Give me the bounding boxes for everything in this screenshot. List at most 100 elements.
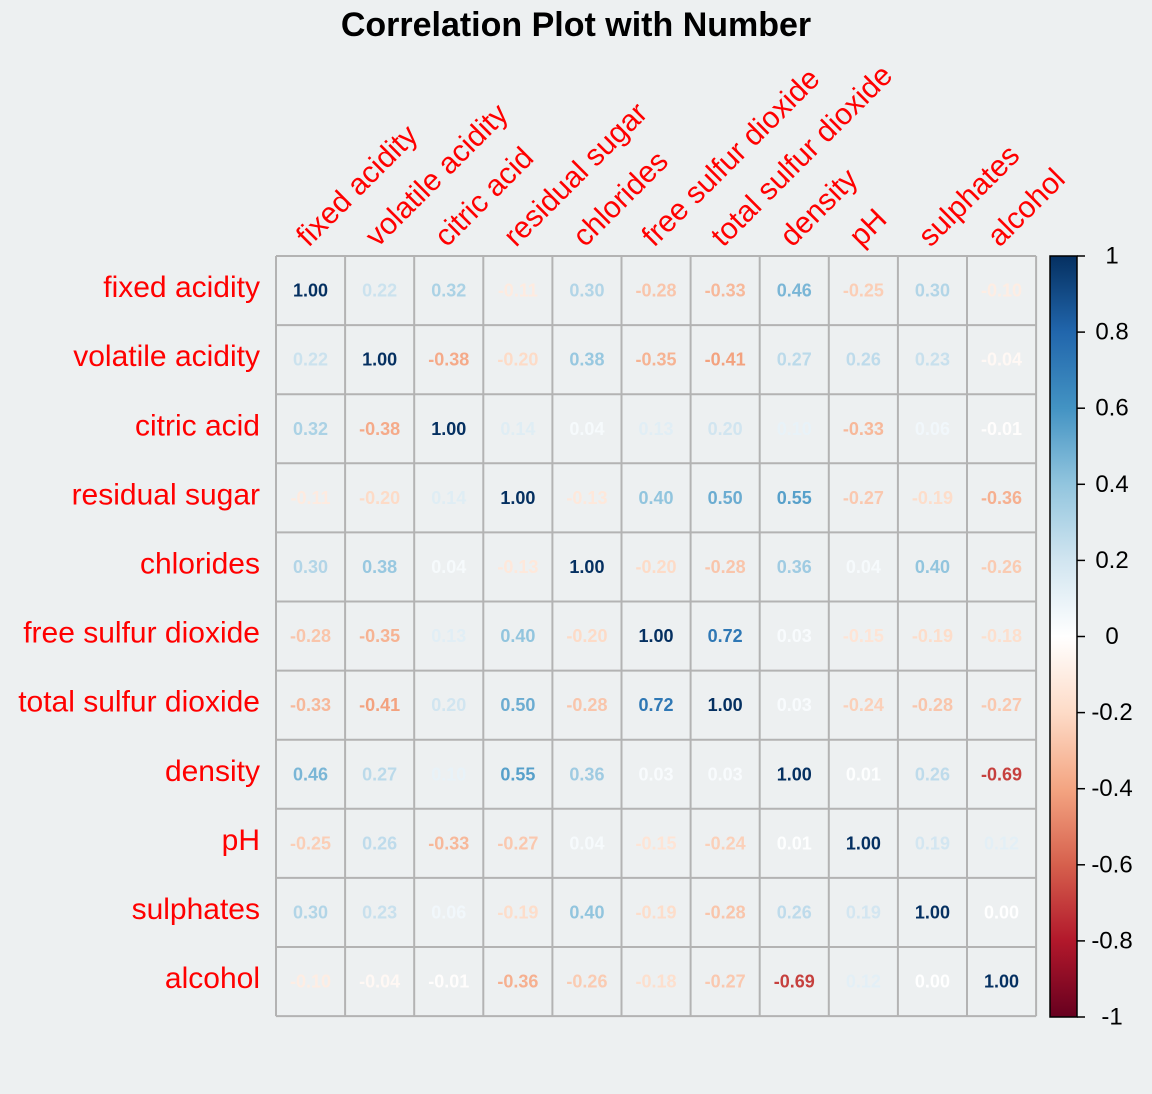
cell-value: 0.40 (569, 902, 604, 922)
cell-value: 0.23 (915, 350, 950, 370)
cell-value: -0.33 (428, 833, 469, 853)
cell-value: 0.40 (915, 557, 950, 577)
cell-value: -0.19 (912, 488, 953, 508)
cell-value: 0.00 (984, 902, 1019, 922)
cell-value: -0.41 (359, 695, 400, 715)
cell-value: 0.10 (431, 764, 466, 784)
cell-value: 0.06 (915, 419, 950, 439)
cell-value: 0.30 (569, 281, 604, 301)
cell-value: 0.04 (569, 833, 604, 853)
cell-value: 0.26 (777, 902, 812, 922)
cell-value: 0.55 (777, 488, 812, 508)
cell-value: 0.23 (362, 902, 397, 922)
cell-value: -0.15 (843, 626, 884, 646)
colorbar-tick-label: -0.2 (1091, 699, 1132, 726)
heatmap-background (276, 256, 1037, 1017)
cell-value: 0.22 (362, 281, 397, 301)
cell-value: 1.00 (431, 419, 466, 439)
row-label: residual sugar (72, 478, 260, 511)
cell-value: 0.26 (846, 350, 881, 370)
cell-value: 0.50 (500, 695, 535, 715)
cell-value: -0.33 (705, 281, 746, 301)
cell-value: -0.28 (705, 902, 746, 922)
colorbar-gradient (1049, 255, 1078, 1018)
cell-value: -0.35 (636, 350, 677, 370)
colorbar-tick-label: -1 (1101, 1004, 1122, 1031)
cell-value: 0.26 (362, 833, 397, 853)
row-label: sulphates (132, 893, 260, 926)
cell-value: 0.06 (431, 902, 466, 922)
row-label: citric acid (135, 409, 260, 442)
colorbar-tick-label: 1 (1105, 243, 1118, 270)
cell-value: 0.36 (569, 764, 604, 784)
row-label: density (165, 755, 260, 788)
row-label: volatile acidity (73, 340, 260, 373)
cell-value: 0.32 (431, 281, 466, 301)
cell-value: -0.69 (981, 764, 1022, 784)
heatmap-grid (275, 255, 1038, 1018)
row-labels: fixed acidity volatile acidity citric acid… (18, 271, 260, 995)
cell-value: -0.11 (291, 488, 331, 508)
cell-value: -0.33 (290, 695, 331, 715)
cell-value: 0.01 (846, 764, 881, 784)
cell-value: 1.00 (915, 902, 950, 922)
colorbar-tick-label: -0.6 (1091, 851, 1132, 878)
cell-value: -0.25 (843, 281, 884, 301)
cell-value: -0.13 (566, 488, 607, 508)
cell-value: 1.00 (846, 833, 881, 853)
colorbar-tick-label: -0.4 (1091, 775, 1132, 802)
cell-value: -0.10 (981, 281, 1022, 301)
cell-value: -0.20 (636, 557, 677, 577)
cell-value: 0.38 (362, 557, 397, 577)
cell-value: -0.10 (290, 972, 331, 992)
chart-title: Correlation Plot with Number (341, 6, 811, 44)
row-label: alcohol (165, 962, 260, 995)
cell-value: 0.04 (846, 557, 881, 577)
colorbar-tick-label: 0 (1105, 623, 1118, 650)
row-label: chlorides (140, 547, 260, 580)
row-label: fixed acidity (103, 271, 260, 304)
cell-value: -0.13 (497, 557, 538, 577)
cell-value: -0.28 (566, 695, 607, 715)
cell-value: -0.19 (636, 902, 677, 922)
cell-value: 0.27 (362, 764, 397, 784)
column-label: pH (843, 202, 893, 252)
cell-value: 0.03 (708, 764, 743, 784)
cell-value: 0.03 (639, 764, 674, 784)
cell-value: 0.04 (569, 419, 604, 439)
cell-value: 0.26 (915, 764, 950, 784)
cell-value: -0.69 (774, 972, 815, 992)
cell-value: -0.41 (705, 350, 746, 370)
cell-value: -0.01 (981, 419, 1022, 439)
cell-value: -0.11 (498, 281, 538, 301)
cell-value: -0.18 (636, 972, 677, 992)
cell-value: 1.00 (569, 557, 604, 577)
cell-value: 0.30 (915, 281, 950, 301)
colorbar-tick-label: 0.2 (1095, 547, 1128, 574)
cell-value: -0.28 (290, 626, 331, 646)
cell-numbers: 1.00 0.22 0.32 -0.11 0.30 -0.28 -0.33 0.46 -0.25… (290, 281, 1022, 992)
colorbar-tick-label: 0.8 (1095, 319, 1128, 346)
cell-value: 0.19 (915, 833, 950, 853)
cell-value: -0.38 (359, 419, 400, 439)
cell-value: 0.20 (431, 695, 466, 715)
cell-value: 0.38 (569, 350, 604, 370)
cell-value: -0.27 (497, 833, 538, 853)
cell-value: -0.35 (359, 626, 400, 646)
cell-value: 0.22 (293, 350, 328, 370)
cell-value: 0.36 (777, 557, 812, 577)
cell-value: 0.55 (500, 764, 535, 784)
cell-value: -0.28 (636, 281, 677, 301)
cell-value: -0.18 (981, 626, 1022, 646)
cell-value: 0.04 (431, 557, 466, 577)
cell-value: 0.20 (708, 419, 743, 439)
cell-value: 0.13 (431, 626, 466, 646)
cell-value: 0.14 (500, 419, 535, 439)
row-label: free sulfur dioxide (23, 617, 260, 650)
colorbar-tick-label: 0.6 (1095, 395, 1128, 422)
cell-value: -0.20 (497, 350, 538, 370)
cell-value: 0.30 (293, 557, 328, 577)
cell-value: -0.01 (428, 972, 469, 992)
